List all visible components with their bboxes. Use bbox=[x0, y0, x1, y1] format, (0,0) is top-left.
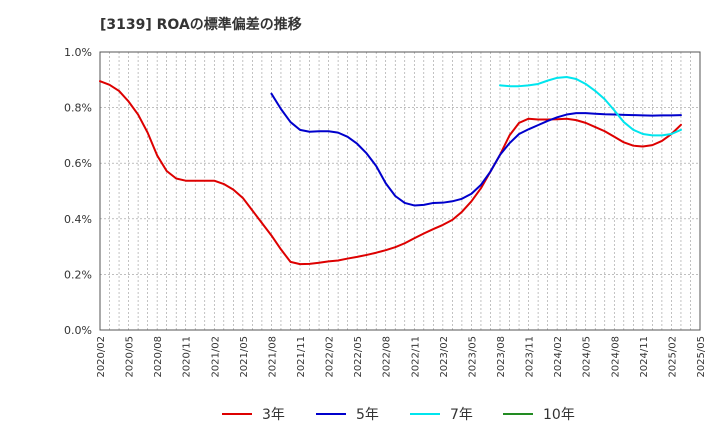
x-tick-label: 2020/08 bbox=[153, 336, 164, 378]
chart-title: [3139] ROAの標準偏差の推移 bbox=[100, 17, 302, 33]
x-tick-label: 2022/11 bbox=[410, 336, 421, 378]
x-tick-label: 2020/02 bbox=[96, 336, 107, 378]
x-tick-label: 2023/08 bbox=[496, 336, 507, 378]
x-tick-label: 2023/05 bbox=[467, 336, 478, 378]
x-tick-label: 2025/05 bbox=[696, 336, 707, 378]
legend-label: 5年 bbox=[356, 407, 379, 423]
x-tick-label: 2021/08 bbox=[267, 336, 278, 378]
x-tick-label: 2024/11 bbox=[639, 336, 650, 378]
x-tick-label: 2021/05 bbox=[239, 336, 250, 378]
y-tick-label: 0.8% bbox=[64, 102, 92, 115]
y-tick-label: 0.0% bbox=[64, 324, 92, 337]
x-tick-label: 2024/05 bbox=[582, 336, 593, 378]
series-line-0 bbox=[99, 80, 682, 266]
plot-frame bbox=[99, 51, 701, 331]
y-tick-label: 0.6% bbox=[64, 157, 92, 170]
legend-label: 10年 bbox=[543, 407, 575, 423]
x-tick-label: 2021/11 bbox=[296, 336, 307, 378]
x-tick-label: 2021/02 bbox=[210, 336, 221, 378]
x-tick-label: 2023/02 bbox=[439, 336, 450, 378]
legend-label: 3年 bbox=[262, 407, 285, 423]
legend: 3年 5年 7年 10年 bbox=[222, 407, 575, 423]
x-tick-label: 2022/08 bbox=[382, 336, 393, 378]
x-tick-label: 2024/08 bbox=[610, 336, 621, 378]
x-tick-label: 2022/05 bbox=[353, 336, 364, 378]
x-tick-label: 2022/02 bbox=[325, 336, 336, 378]
y-tick-label: 1.0% bbox=[64, 46, 92, 59]
x-tick-label: 2024/02 bbox=[553, 336, 564, 378]
series-line-2 bbox=[499, 76, 682, 137]
y-tick-label: 0.4% bbox=[64, 213, 92, 226]
legend-label: 7年 bbox=[450, 407, 473, 423]
x-tick-label: 2020/11 bbox=[182, 336, 193, 378]
x-tick-label: 2023/11 bbox=[525, 336, 536, 378]
series-line-1 bbox=[270, 92, 682, 207]
grid-lines bbox=[99, 51, 701, 331]
x-tick-label: 2025/02 bbox=[667, 336, 678, 378]
x-tick-label: 2020/05 bbox=[125, 336, 136, 378]
y-tick-label: 0.2% bbox=[64, 268, 92, 281]
